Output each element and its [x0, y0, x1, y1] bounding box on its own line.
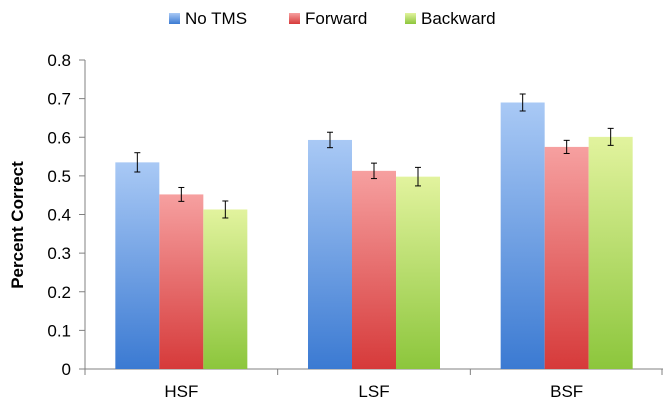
x-tick-label: LSF	[358, 382, 389, 401]
y-tick-label: 0.8	[47, 51, 71, 70]
bars	[115, 102, 633, 370]
legend-item-no-tms: No TMS	[169, 9, 247, 28]
bar-backward-lsf	[396, 176, 440, 369]
legend-label: No TMS	[185, 9, 247, 28]
y-axis: 0 0.1 0.2 0.3 0.4 0.5 0.6 0.7 0.8	[47, 51, 86, 379]
legend-item-forward: Forward	[289, 9, 367, 28]
x-tick-label: HSF	[164, 382, 198, 401]
y-tick-label: 0.5	[47, 167, 71, 186]
bar-backward-hsf	[203, 209, 248, 369]
y-tick-label: 0	[62, 360, 71, 379]
legend: No TMS Forward Backward	[169, 9, 496, 28]
legend-swatch	[405, 13, 416, 24]
y-tick-label: 0.1	[47, 321, 71, 340]
y-tick-label: 0.3	[47, 244, 71, 263]
legend-swatch	[289, 13, 300, 24]
bar-no-tms-lsf	[308, 139, 352, 369]
x-axis: HSF LSF BSF	[84, 368, 663, 401]
bar-no-tms-bsf	[500, 102, 545, 370]
legend-label: Backward	[421, 9, 496, 28]
bar-no-tms-hsf	[115, 162, 160, 369]
y-axis-title: Percent Correct	[8, 161, 27, 289]
y-tick-label: 0.6	[47, 128, 71, 147]
x-tick-label: BSF	[550, 382, 583, 401]
y-tick-label: 0.4	[47, 206, 71, 225]
legend-item-backward: Backward	[405, 9, 496, 28]
legend-swatch	[169, 13, 180, 24]
bar-backward-bsf	[588, 136, 633, 369]
error-bars	[134, 93, 614, 219]
legend-label: Forward	[305, 9, 367, 28]
bar-forward-hsf	[159, 194, 204, 369]
bar-forward-bsf	[544, 146, 589, 369]
bar-forward-lsf	[352, 170, 396, 369]
y-tick-label: 0.2	[47, 283, 71, 302]
y-tick-label: 0.7	[47, 90, 71, 109]
